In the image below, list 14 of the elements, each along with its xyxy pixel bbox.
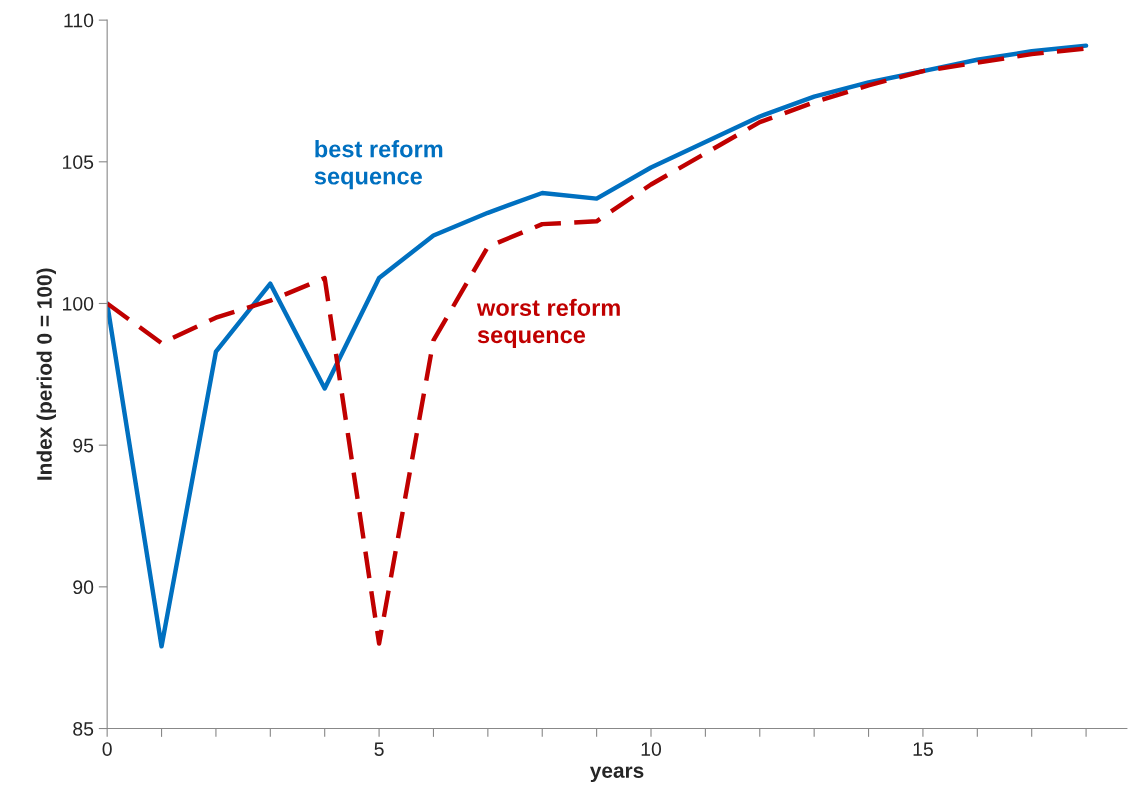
- series-label: best reform sequence: [314, 140, 443, 190]
- y-tick-label: 105: [63, 155, 94, 170]
- x-tick-label: 10: [641, 742, 662, 756]
- y-axis-title: Index (period 0 = 100): [36, 268, 56, 480]
- y-tick-label: 85: [73, 721, 94, 736]
- x-tick-label: 15: [913, 742, 933, 756]
- series-label: worst reform sequence: [476, 298, 620, 348]
- x-tick-label: 0: [102, 742, 112, 756]
- y-tick-label: 100: [63, 296, 94, 311]
- x-tick-label: 5: [374, 742, 384, 756]
- y-tick-label: 90: [73, 580, 94, 595]
- x-axis-title: years: [589, 766, 644, 783]
- y-tick-label: 95: [73, 438, 94, 453]
- y-tick-label: 110: [64, 13, 94, 28]
